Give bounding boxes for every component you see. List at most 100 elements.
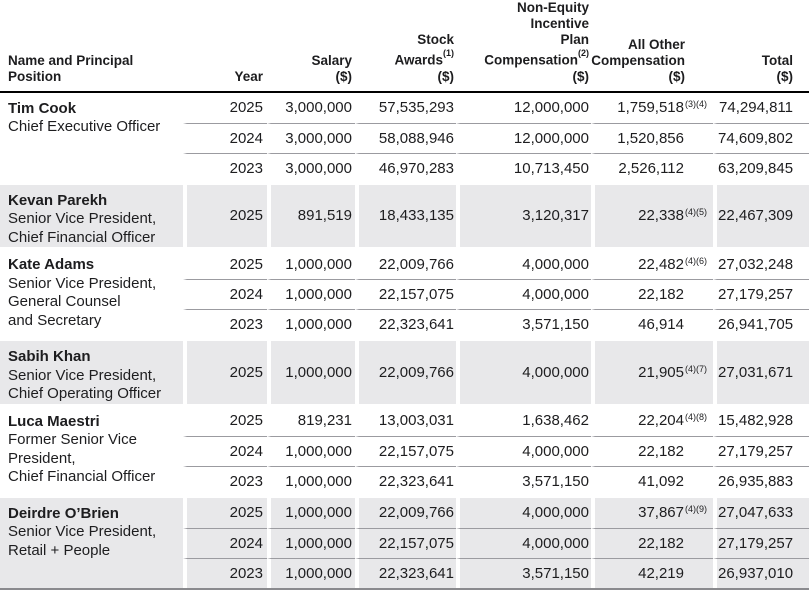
salary-cell: 1,000,000	[267, 341, 355, 404]
salary-cell: 1,000,000	[267, 527, 355, 558]
all-other-value: 1,759,518	[617, 99, 684, 116]
officer-name: Kate Adams	[8, 256, 95, 273]
footnote-superscript: (4)(7)	[685, 363, 707, 374]
all-other-value-wrap: 37,867 (4)(9)	[596, 504, 713, 521]
stock-awards-cell: 22,009,766	[355, 249, 456, 279]
year-cell: 2023	[183, 557, 267, 588]
header-salary: Salary ($)	[267, 0, 355, 93]
all-other-value-wrap: 22,482 (4)(6)	[596, 256, 713, 273]
all-other-value-wrap: 1,759,518 (3)(4)	[596, 99, 713, 116]
salary-cell: 3,000,000	[267, 92, 355, 123]
name-cell: Tim Cook Chief Executive Officer	[0, 93, 183, 183]
stock-awards-cell: 22,157,075	[355, 527, 456, 558]
total-cell: 27,179,257	[713, 527, 809, 558]
footnote-superscript: (4)(5)	[685, 207, 707, 218]
section-gap-cell	[0, 495, 809, 498]
all-other-value-wrap: 2,526,112	[596, 160, 713, 177]
header-unit: ($)	[668, 68, 686, 84]
header-year: Year	[183, 0, 267, 93]
all-other-compensation-cell: 22,338 (4)(5)	[591, 184, 713, 247]
all-other-compensation-cell: 21,905 (4)(7)	[591, 341, 713, 404]
officer-title: Retail + People	[8, 541, 111, 559]
header-label: Year	[234, 68, 263, 84]
year-cell: 2023	[183, 465, 267, 496]
stock-awards-cell: 22,323,641	[355, 465, 456, 496]
all-other-value-wrap: 22,338 (4)(5)	[596, 207, 713, 224]
officer-section-tim-cook: Tim Cook Chief Executive Officer 2025 3,000…	[0, 92, 809, 183]
salary-cell: 3,000,000	[267, 152, 355, 183]
all-other-compensation-cell: 1,520,856	[591, 122, 713, 153]
header-label: Compensation	[591, 52, 685, 68]
officer-title: Senior Vice President,	[8, 210, 157, 227]
all-other-value: 22,182	[638, 286, 684, 303]
officer-section-kevan-parekh: Kevan Parekh Senior Vice President, Chief …	[0, 184, 809, 247]
section-gap	[0, 495, 809, 498]
officer-section-deirdre-o-brien: Deirdre O’Brien Senior Vice President, Ret…	[0, 497, 809, 588]
section-gap	[0, 247, 809, 249]
name-cell: Deirdre O’Brien Senior Vice President, Ret…	[0, 497, 183, 588]
footnote-superscript: (4)(6)	[685, 255, 707, 266]
header-unit: ($)	[776, 68, 794, 84]
salary-cell: 1,000,000	[267, 279, 355, 309]
all-other-value-wrap: 21,905 (4)(7)	[596, 364, 713, 381]
all-other-value-wrap: 22,204 (4)(8)	[596, 412, 713, 429]
year-cell: 2023	[183, 309, 267, 339]
officer-section-luca-maestri: Luca Maestri Former Senior Vice President…	[0, 405, 809, 496]
officer-name: Tim Cook	[8, 99, 77, 117]
year-cell: 2025	[183, 405, 267, 436]
all-other-value-wrap: 41,092	[596, 473, 713, 490]
non-equity-cell: 4,000,000	[456, 527, 591, 558]
non-equity-cell: 3,571,150	[456, 557, 591, 588]
year-cell: 2024	[183, 527, 267, 558]
all-other-value: 22,338	[638, 207, 684, 225]
footnote-ref-2: (2)	[578, 48, 589, 58]
officer-section-kate-adams: Kate Adams Senior Vice President, General …	[0, 249, 809, 339]
salary-cell: 1,000,000	[267, 557, 355, 588]
total-cell: 74,609,802	[713, 122, 809, 153]
stock-awards-cell: 22,157,075	[355, 435, 456, 466]
salary-cell: 1,000,000	[267, 497, 355, 528]
total-cell: 74,294,811	[713, 92, 809, 123]
year-cell: 2025	[183, 184, 267, 247]
footnote-superscript: (3)(4)	[685, 99, 707, 109]
all-other-compensation-cell: 22,182	[591, 435, 713, 466]
year-cell: 2023	[183, 152, 267, 183]
all-other-value: 42,219	[638, 564, 684, 582]
year-cell: 2024	[183, 122, 267, 153]
salary-cell: 1,000,000	[267, 465, 355, 496]
total-cell: 26,937,010	[713, 557, 809, 588]
all-other-value: 1,520,856	[617, 129, 684, 147]
stock-awards-cell: 22,157,075	[355, 279, 456, 309]
header-total: Total ($)	[713, 0, 809, 93]
all-other-compensation-cell: 22,182	[591, 527, 713, 558]
all-other-value: 22,182	[638, 442, 684, 460]
officer-title: Senior Vice President,	[8, 274, 157, 292]
salary-cell: 891,519	[267, 184, 355, 247]
stock-awards-cell: 18,433,135	[355, 184, 456, 247]
non-equity-cell: 3,571,150	[456, 309, 591, 339]
year-cell: 2025	[183, 249, 267, 279]
stock-awards-cell: 22,009,766	[355, 341, 456, 404]
comp-row-tim-cook-2024: 2024 3,000,000 58,088,946 12,000,000 1,520,8…	[0, 122, 809, 153]
non-equity-cell: 1,638,462	[456, 405, 591, 436]
year-cell: 2024	[183, 435, 267, 466]
salary-cell: 1,000,000	[267, 435, 355, 466]
all-other-value: 46,914	[638, 316, 684, 333]
footnote-superscript: (4)(9)	[685, 504, 707, 514]
section-gap	[0, 182, 809, 185]
year-cell: 2024	[183, 279, 267, 309]
all-other-value: 21,905	[638, 363, 684, 381]
all-other-compensation-cell: 22,482 (4)(6)	[591, 249, 713, 279]
header-non-equity-incentive: Non-Equity Incentive Plan Compensation(2…	[456, 0, 591, 93]
all-other-value-wrap: 22,182	[596, 286, 713, 303]
all-other-compensation-cell: 22,182	[591, 279, 713, 309]
all-other-value: 22,182	[638, 534, 684, 552]
all-other-compensation-cell: 22,204 (4)(8)	[591, 405, 713, 436]
section-gap	[0, 403, 809, 406]
header-label: Name and Principal Position	[8, 52, 134, 84]
section-gap-row	[0, 403, 809, 406]
section-gap-cell	[0, 247, 809, 249]
non-equity-cell: 4,000,000	[456, 497, 591, 528]
year-cell: 2025	[183, 92, 267, 123]
